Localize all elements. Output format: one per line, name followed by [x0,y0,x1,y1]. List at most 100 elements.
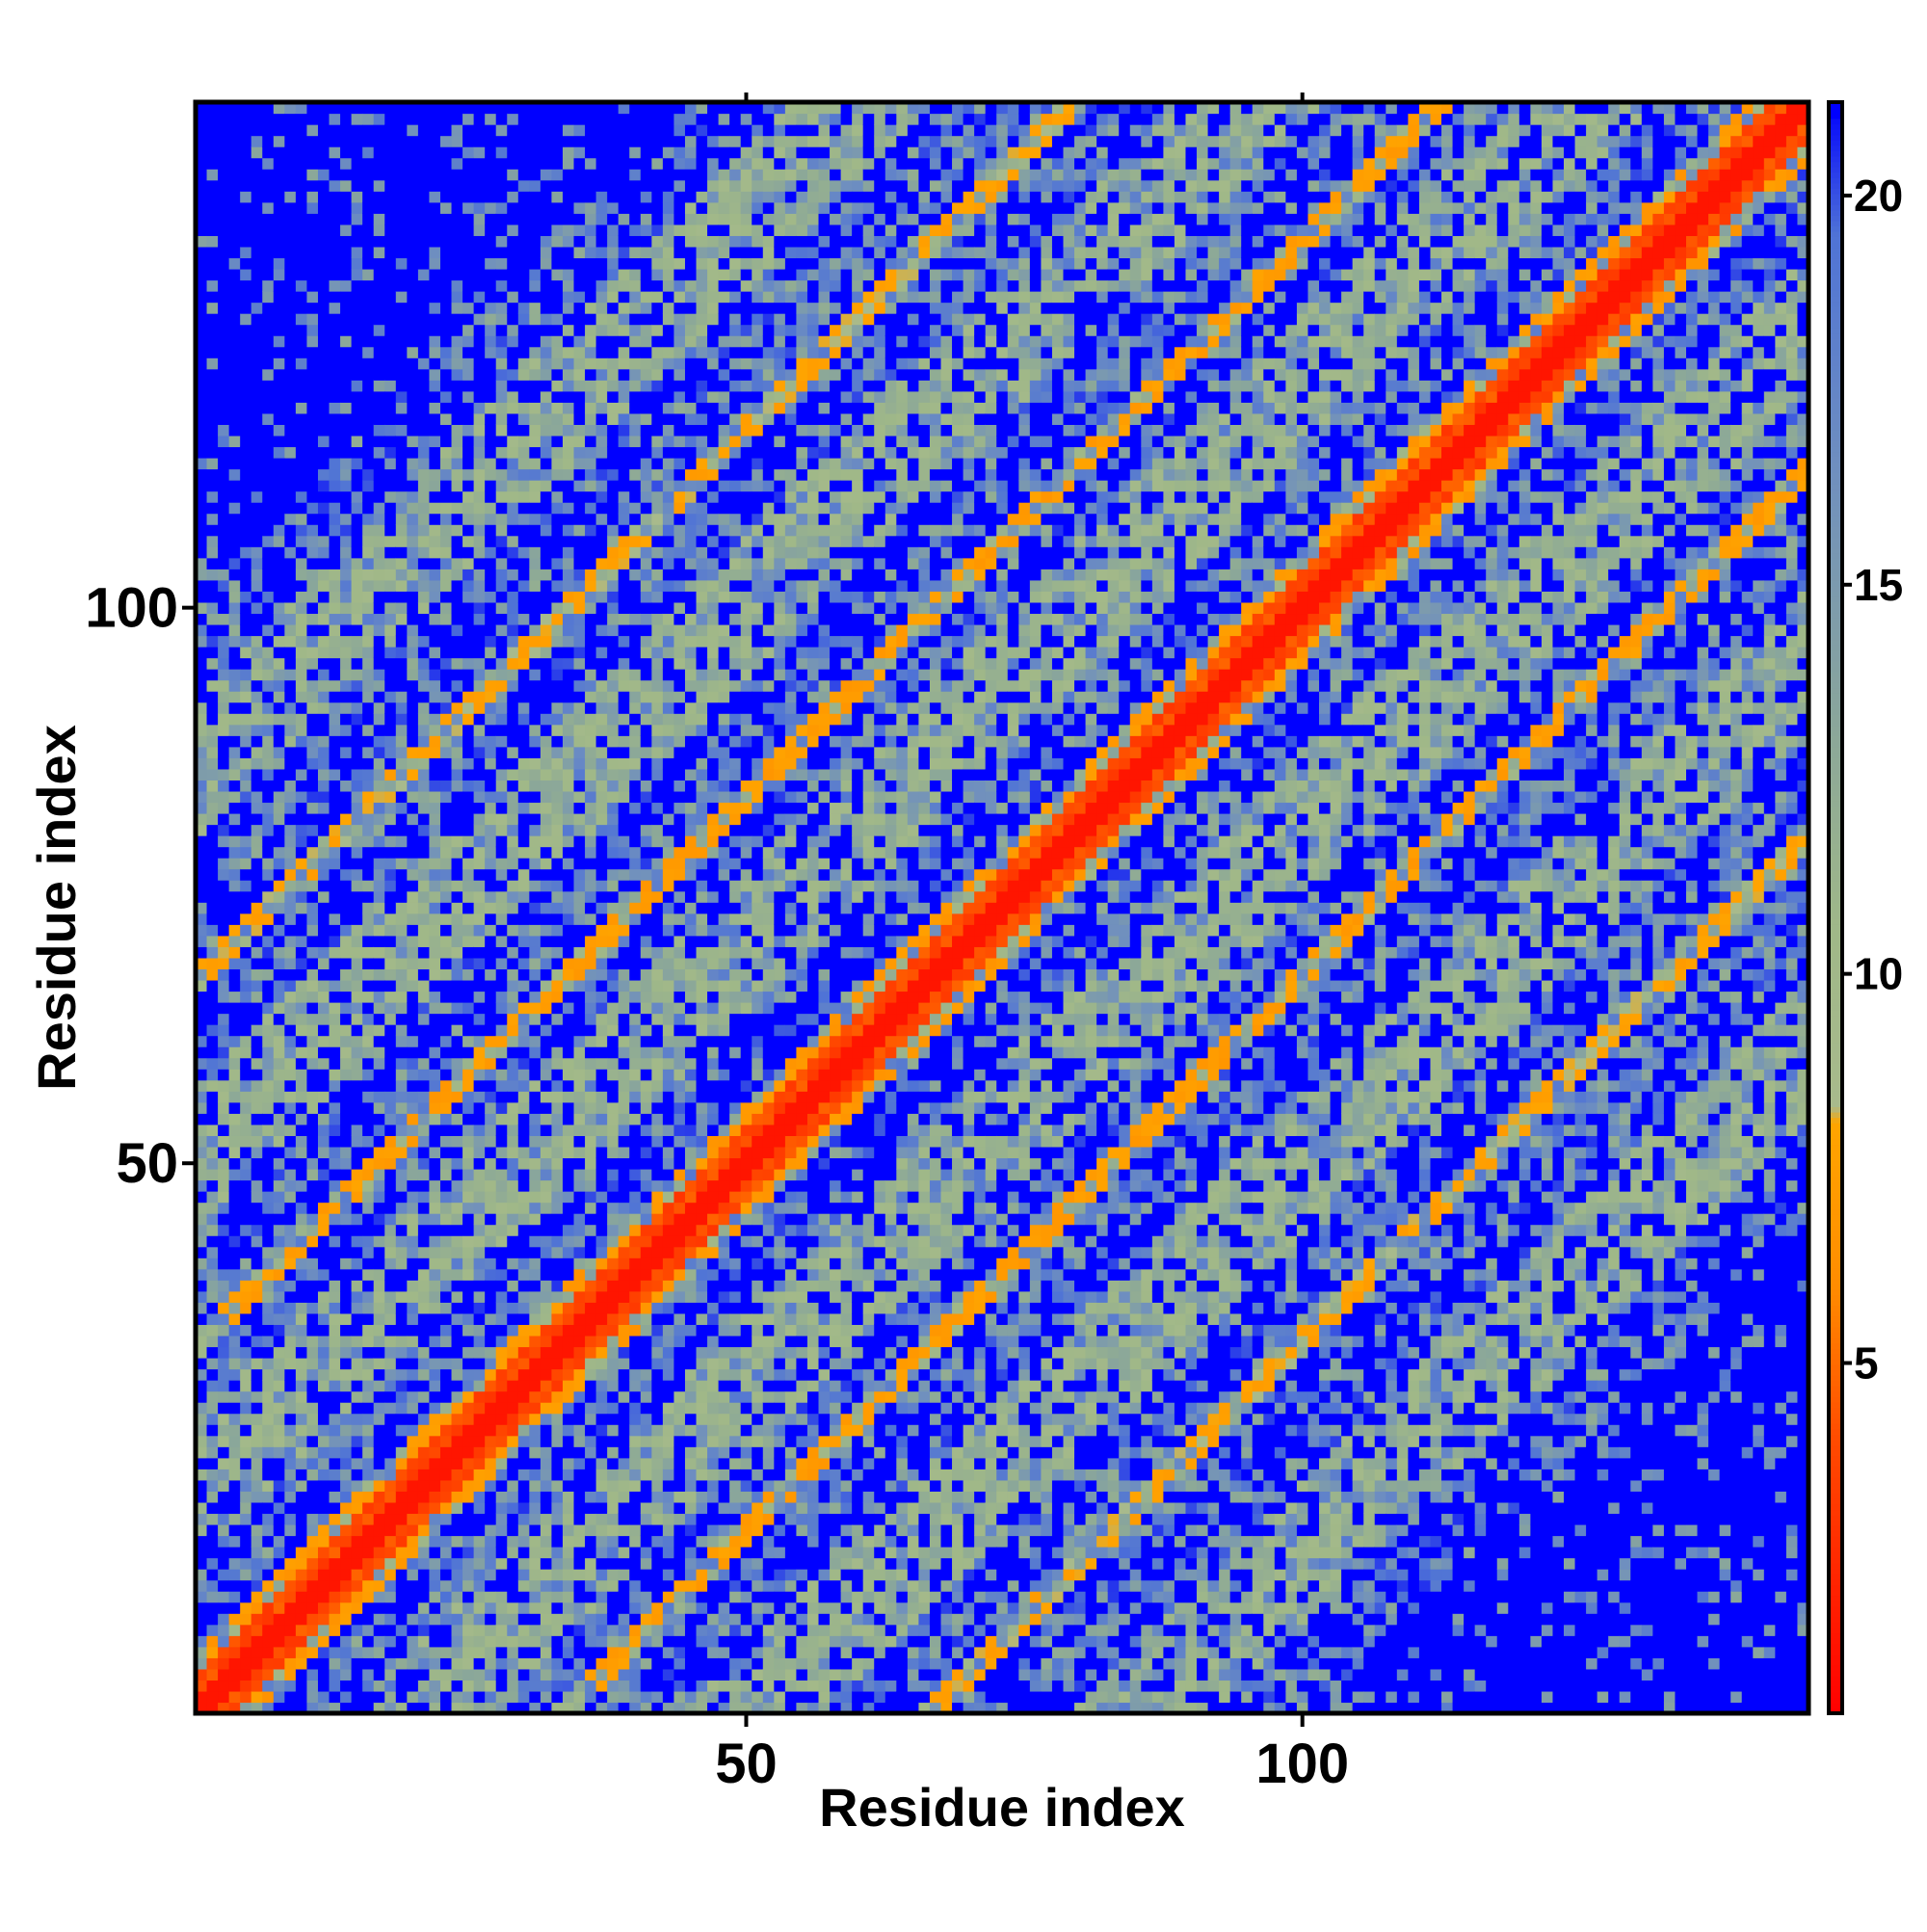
heatmap-cell [429,902,441,914]
heatmap-cell [329,1024,341,1037]
heatmap-cell [473,446,486,459]
heatmap-cell [451,169,463,181]
heatmap-cell [429,457,441,470]
heatmap-cell [417,257,431,270]
heatmap-cell [485,524,497,537]
heatmap-cell [540,691,553,703]
heatmap-cell [429,169,441,181]
heatmap-cell [228,457,241,470]
heatmap-cell [417,402,431,414]
heatmap-cell [206,846,219,859]
heatmap-cell [284,1013,297,1025]
heatmap-cell [196,1057,208,1070]
heatmap-cell [517,313,530,326]
heatmap-cell [351,313,363,326]
heatmap-cell [429,691,441,703]
heatmap-cell [429,1591,441,1603]
heatmap-cell [273,313,285,326]
heatmap-cell [473,735,486,748]
heatmap-cell [373,1079,385,1092]
heatmap-cell [395,1424,408,1437]
heatmap-cell [196,468,208,481]
heatmap-cell [206,546,219,559]
heatmap-cell [218,557,230,569]
heatmap-cell [340,957,353,970]
heatmap-cell [417,591,431,603]
heatmap-cell [462,490,475,503]
heatmap-cell [407,1469,419,1481]
heatmap-cell [451,1368,463,1381]
heatmap-cell [551,858,564,870]
heatmap-cell [362,1624,375,1636]
heatmap-cell [462,1035,475,1047]
heatmap-cell [473,835,486,848]
heatmap-cell [262,902,275,914]
heatmap-cell [273,924,285,937]
heatmap-cell [218,1535,230,1548]
heatmap-cell [351,701,363,714]
heatmap-cell [439,1624,453,1636]
heatmap-cell [384,191,397,203]
heatmap-cell [573,1101,586,1114]
heatmap-cell [429,235,441,248]
heatmap-cell [451,780,463,792]
heatmap-cell [507,191,519,203]
heatmap-cell [485,1569,497,1581]
heatmap-cell [407,1547,419,1559]
heatmap-cell [262,1579,275,1592]
heatmap-cell [273,824,285,836]
heatmap-cell [240,1024,252,1037]
heatmap-cell [251,724,263,736]
heatmap-cell [206,591,219,603]
heatmap-cell [362,701,375,714]
heatmap-cell [429,380,441,392]
heatmap-cell [218,1246,230,1258]
heatmap-cell [373,135,385,147]
heatmap-cell [395,113,408,125]
heatmap-cell [473,991,486,1003]
heatmap-cell [206,346,219,358]
heatmap-cell [362,157,375,170]
heatmap-cell [273,179,285,192]
heatmap-cell [340,979,353,992]
heatmap-cell [373,1046,385,1059]
heatmap-cell [273,1547,285,1559]
heatmap-cell [485,546,497,559]
heatmap-cell [417,546,431,559]
heatmap-cell [329,846,341,859]
heatmap-cell [429,1380,441,1392]
heatmap-cell [517,557,530,569]
heatmap-cell [451,179,463,192]
heatmap-cell [384,102,397,115]
heatmap-cell [206,746,219,758]
heatmap-cell [439,1124,453,1136]
heatmap-cell [218,902,230,914]
heatmap-cell [284,291,297,304]
heatmap-cell [429,991,441,1003]
heatmap-cell [340,1491,353,1503]
heatmap-cell [407,1513,419,1525]
heatmap-cell [384,157,397,170]
heatmap-cell [251,979,263,992]
heatmap-cell [439,635,453,648]
heatmap-cell [451,1113,463,1125]
heatmap-cell [551,724,564,736]
heatmap-cell [562,1380,575,1392]
heatmap-cell [196,1191,208,1204]
heatmap-cell [196,713,208,726]
heatmap-cell [540,157,553,170]
heatmap-cell [551,1635,564,1648]
heatmap-cell [551,1046,564,1059]
heatmap-cell [462,1257,475,1270]
heatmap-cell [351,1501,363,1515]
heatmap-cell [206,569,219,581]
heatmap-cell [384,1191,397,1204]
heatmap-cell [240,1113,252,1125]
heatmap-cell [317,1268,330,1281]
heatmap-cell [551,1101,564,1114]
heatmap-cell [384,1601,397,1614]
heatmap-cell [196,858,208,870]
heatmap-cell [373,1501,385,1515]
heatmap-cell [240,679,252,692]
heatmap-cell [473,1079,486,1092]
